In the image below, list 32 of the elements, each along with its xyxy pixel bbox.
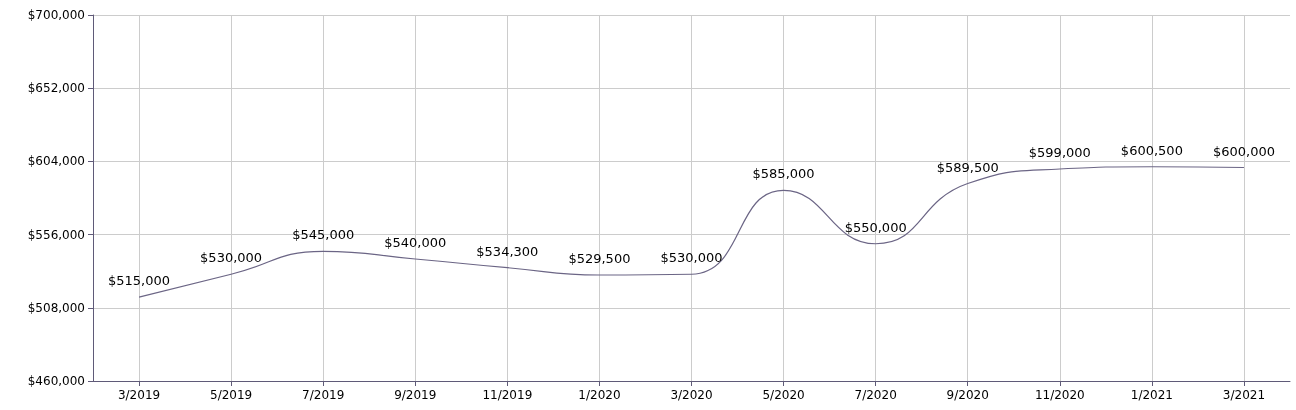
text: $534,300 [476, 243, 539, 259]
x-tick-label: 7/2019 [302, 388, 345, 402]
x-tick-label: 3/2021 [1222, 388, 1266, 402]
x-tick-label: 9/2020 [946, 388, 989, 402]
x-tick-label: 9/2019 [394, 388, 437, 402]
y-tick-label: $604,000 [27, 154, 85, 169]
text: $529,500 [568, 251, 631, 267]
x-tick-label: 3/2019 [117, 388, 161, 402]
y-tick-label: $508,000 [27, 300, 85, 315]
x-tick-label: 7/2020 [854, 388, 897, 402]
x-tick-label: 1/2021 [1130, 388, 1173, 402]
text: $599,000 [1028, 145, 1091, 161]
text: $530,000 [660, 250, 723, 266]
x-tick-label: 3/2020 [670, 388, 713, 402]
text: $530,000 [200, 250, 263, 266]
x-tick-label: 5/2020 [762, 388, 805, 402]
y-tick-label: $460,000 [27, 374, 85, 388]
text: $545,000 [292, 227, 355, 243]
text: $585,000 [752, 166, 815, 182]
text: $600,000 [1212, 143, 1275, 159]
x-tick-label: 11/2020 [1034, 388, 1085, 402]
y-tick-label: $700,000 [27, 8, 85, 22]
x-tick-label: 11/2019 [482, 388, 533, 402]
text: $540,000 [384, 235, 447, 250]
y-tick-label: $652,000 [27, 81, 85, 96]
x-tick-label: 5/2019 [210, 388, 253, 402]
text: $589,500 [936, 159, 999, 175]
x-tick-label: 1/2020 [578, 388, 621, 402]
text: $550,000 [844, 219, 907, 235]
text: $600,500 [1120, 142, 1183, 158]
y-tick-label: $556,000 [27, 227, 85, 242]
text: $515,000 [108, 273, 171, 289]
